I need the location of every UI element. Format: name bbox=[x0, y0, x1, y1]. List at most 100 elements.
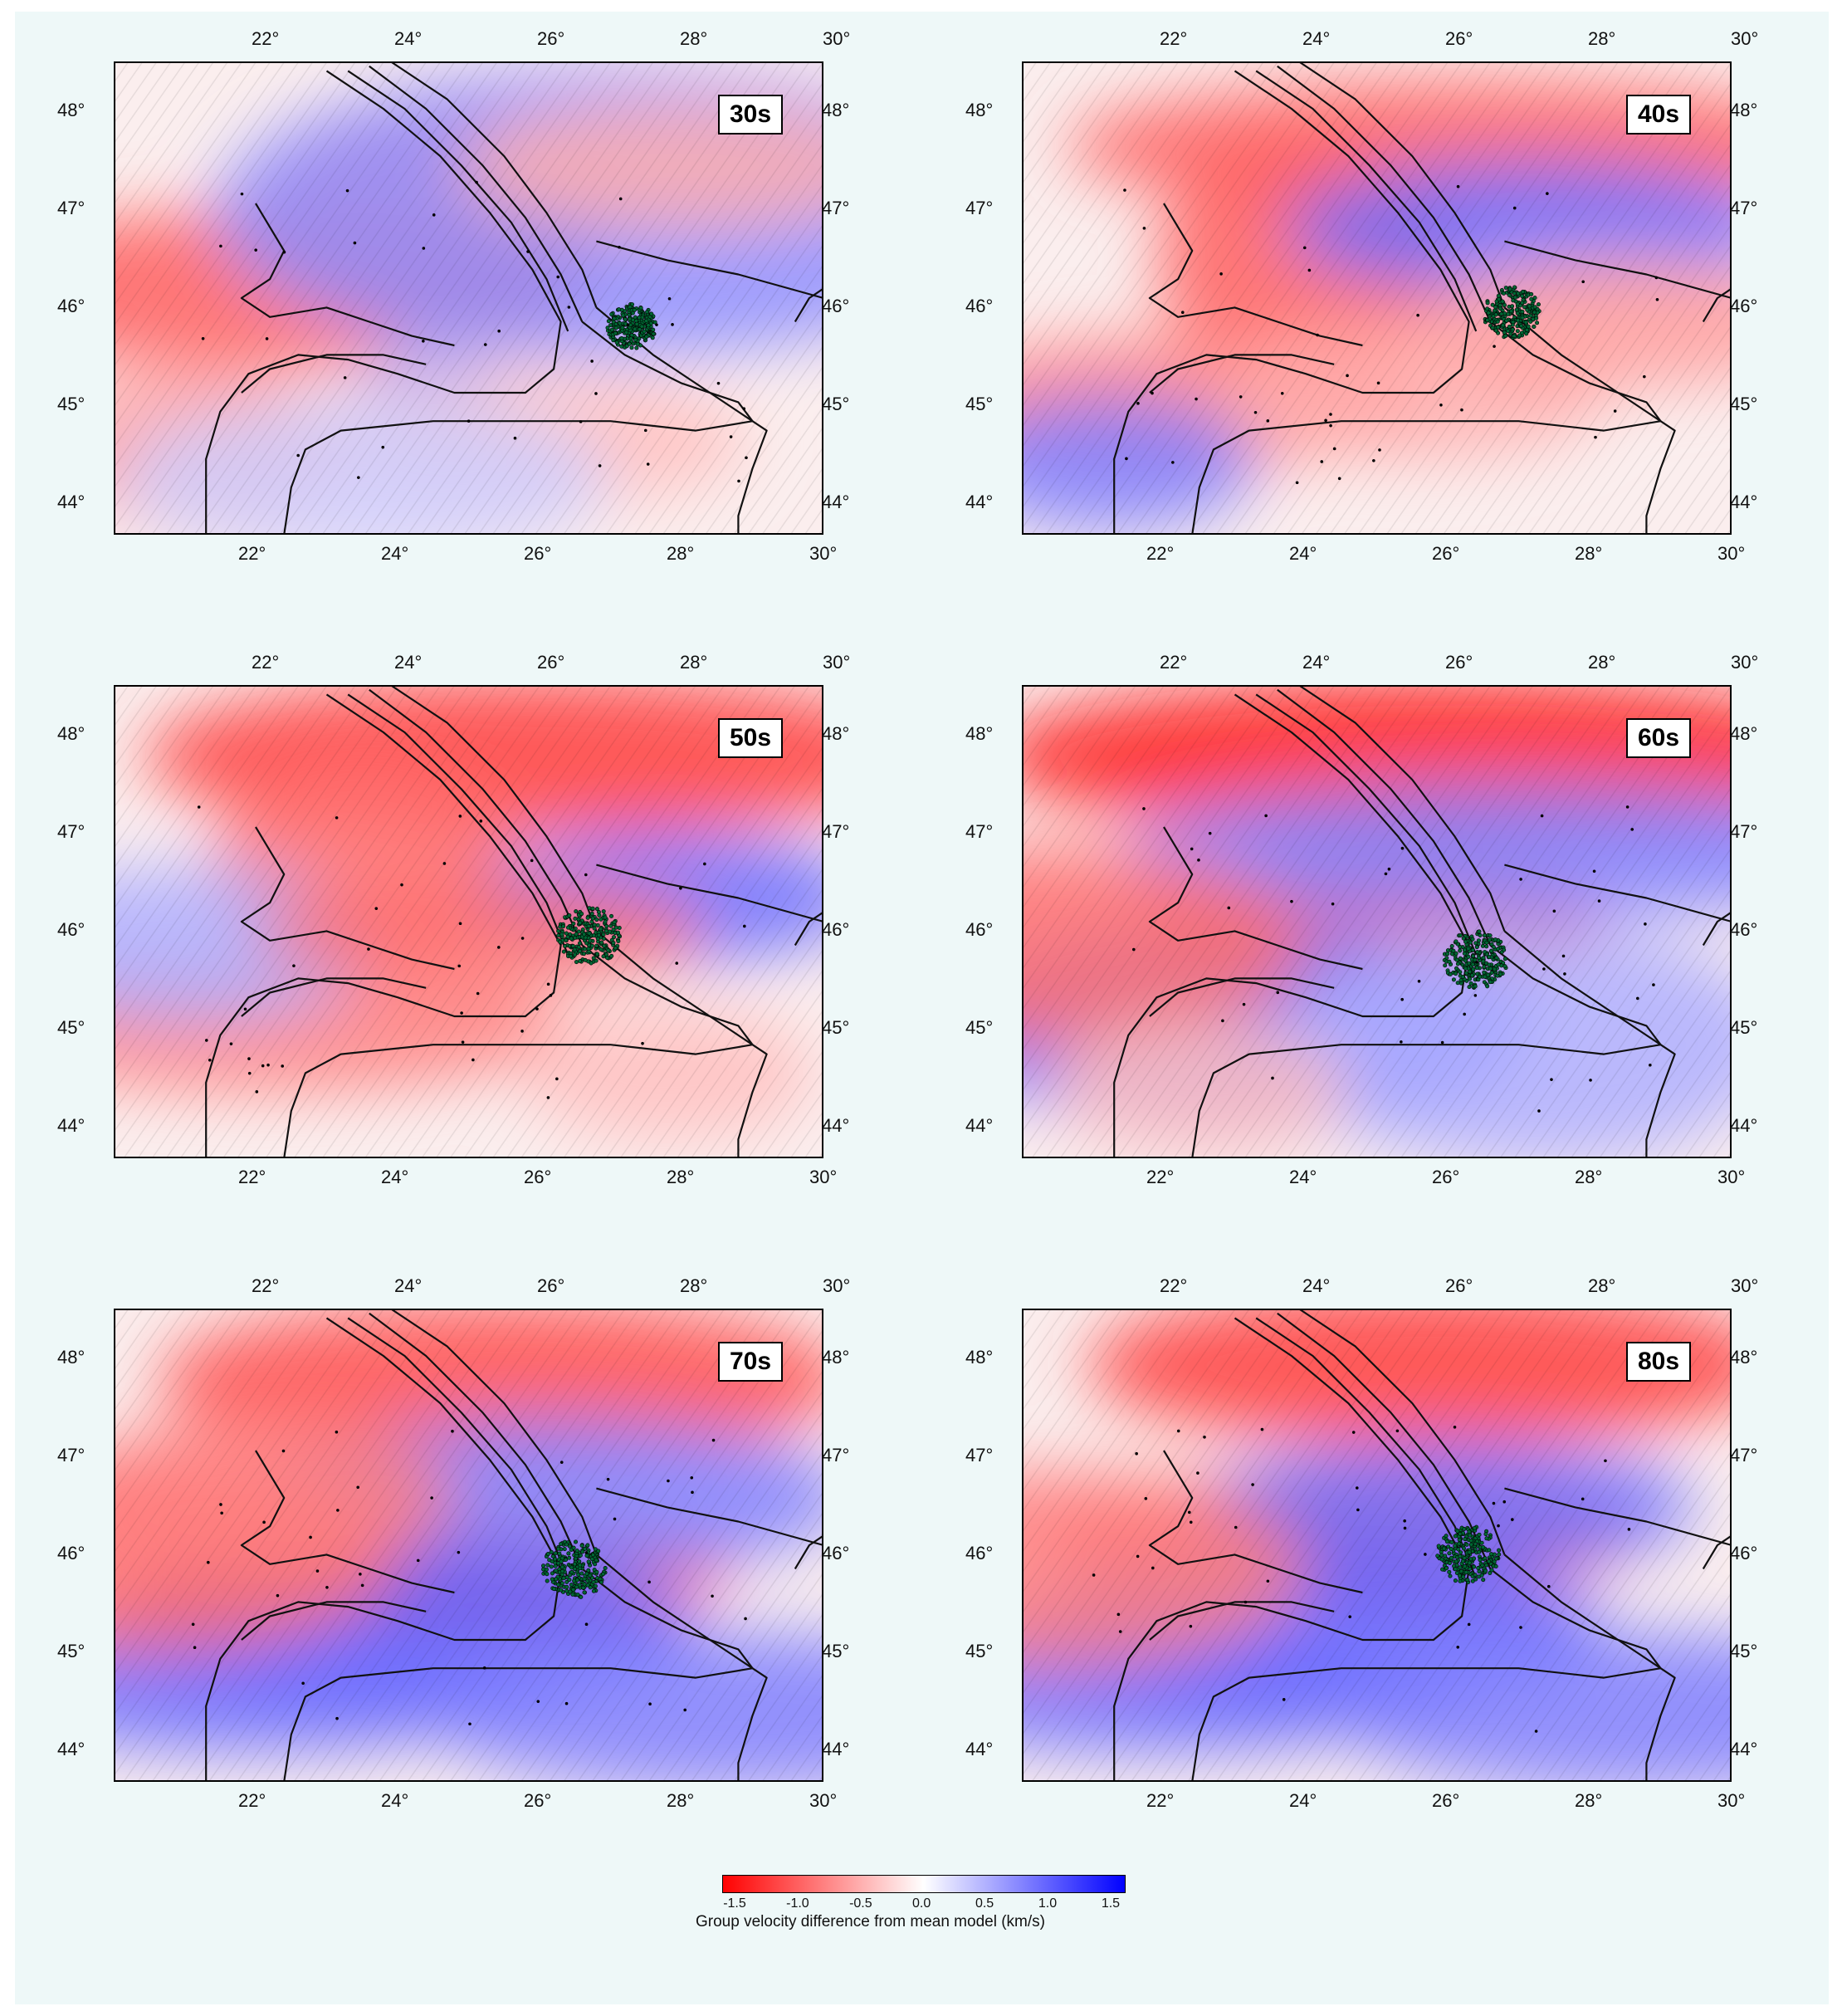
boundary-line-1 bbox=[1113, 70, 1470, 535]
lat-tick-left: 44° bbox=[965, 1739, 994, 1759]
lon-tick-bottom: 28° bbox=[1575, 1167, 1603, 1187]
seismicity-cluster bbox=[201, 180, 748, 483]
lon-tick-bottom: 24° bbox=[381, 1167, 409, 1187]
lon-tick-bottom: 28° bbox=[667, 543, 695, 564]
lon-tick-top: 26° bbox=[537, 1275, 565, 1296]
lon-tick-top: 28° bbox=[1588, 652, 1616, 673]
lat-tick-right: 47° bbox=[1730, 1445, 1758, 1466]
period-label: 80s bbox=[1626, 1342, 1692, 1382]
boundary-line-8 bbox=[240, 1450, 455, 1594]
colorbar-tick: 0.5 bbox=[975, 1896, 994, 1911]
lat-tick-left: 45° bbox=[57, 1641, 86, 1661]
lon-tick-bottom: 28° bbox=[1575, 543, 1603, 564]
lon-tick-top: 30° bbox=[823, 652, 851, 673]
lat-tick-left: 44° bbox=[57, 1115, 86, 1136]
lon-tick-bottom: 22° bbox=[1146, 1790, 1175, 1811]
lon-tick-bottom: 22° bbox=[238, 543, 266, 564]
boundary-line-2 bbox=[1255, 70, 1478, 332]
boundary-line-10 bbox=[794, 911, 823, 947]
boundary-line-4 bbox=[1297, 685, 1506, 932]
lon-tick-top: 30° bbox=[1731, 652, 1759, 673]
lat-tick-right: 44° bbox=[822, 492, 850, 512]
boundary-line-7 bbox=[1503, 306, 1676, 535]
boundary-line-1 bbox=[1113, 1317, 1470, 1782]
lat-tick-right: 47° bbox=[822, 198, 850, 218]
map-panel-1 bbox=[114, 61, 823, 535]
lon-tick-top: 24° bbox=[394, 1275, 423, 1296]
map-frame bbox=[114, 685, 823, 1158]
lon-tick-top: 28° bbox=[680, 1275, 708, 1296]
lon-tick-top: 24° bbox=[1302, 652, 1331, 673]
lat-tick-left: 45° bbox=[965, 1641, 994, 1661]
lat-tick-right: 44° bbox=[1730, 1115, 1758, 1136]
boundary-line-3 bbox=[1277, 65, 1492, 322]
boundary-line-7 bbox=[595, 1554, 768, 1782]
lat-tick-left: 46° bbox=[965, 296, 994, 316]
map-frame bbox=[1022, 685, 1732, 1158]
colorbar-tick: 1.0 bbox=[1038, 1896, 1058, 1911]
boundary-line-6 bbox=[1504, 1487, 1732, 1547]
lon-tick-bottom: 22° bbox=[1146, 543, 1175, 564]
lon-tick-top: 22° bbox=[1160, 1275, 1188, 1296]
lon-tick-top: 30° bbox=[1731, 28, 1759, 49]
boundary-line-5 bbox=[283, 321, 754, 535]
lat-tick-right: 47° bbox=[1730, 821, 1758, 842]
boundary-line-1 bbox=[205, 1317, 562, 1782]
lat-tick-left: 46° bbox=[965, 919, 994, 940]
boundary-line-6 bbox=[596, 1487, 823, 1547]
colorbar-tick: -0.5 bbox=[849, 1896, 872, 1911]
boundary-line-4 bbox=[1297, 1309, 1506, 1555]
boundary-line-10 bbox=[1702, 287, 1732, 323]
lon-tick-bottom: 30° bbox=[809, 1790, 838, 1811]
lon-tick-top: 24° bbox=[1302, 1275, 1331, 1296]
seismicity-cluster bbox=[1123, 184, 1659, 485]
lon-tick-bottom: 22° bbox=[238, 1790, 266, 1811]
boundary-line-8 bbox=[1148, 826, 1363, 971]
lon-tick-top: 26° bbox=[1445, 1275, 1473, 1296]
lat-tick-left: 47° bbox=[965, 1445, 994, 1466]
boundary-line-9 bbox=[241, 1601, 427, 1641]
boundary-line-2 bbox=[347, 70, 569, 332]
lon-tick-top: 26° bbox=[1445, 652, 1473, 673]
boundary-line-5 bbox=[1191, 1568, 1662, 1782]
lat-tick-left: 47° bbox=[57, 198, 86, 218]
lat-tick-right: 46° bbox=[1730, 1543, 1758, 1563]
lon-tick-bottom: 28° bbox=[667, 1790, 695, 1811]
map-frame bbox=[1022, 1309, 1732, 1782]
lon-tick-top: 30° bbox=[823, 1275, 851, 1296]
lon-tick-bottom: 26° bbox=[524, 1167, 552, 1187]
boundary-line-8 bbox=[1148, 1450, 1363, 1594]
boundary-line-7 bbox=[595, 930, 768, 1158]
boundary-line-6 bbox=[1504, 240, 1732, 300]
boundary-line-7 bbox=[595, 306, 768, 535]
lon-tick-bottom: 30° bbox=[1717, 543, 1746, 564]
lat-tick-left: 48° bbox=[57, 1347, 86, 1368]
map-panel-4 bbox=[1022, 685, 1732, 1158]
lat-tick-right: 44° bbox=[1730, 1739, 1758, 1759]
boundary-line-3 bbox=[369, 688, 584, 946]
lon-tick-bottom: 26° bbox=[524, 1790, 552, 1811]
lat-tick-left: 46° bbox=[57, 919, 86, 940]
lat-tick-right: 46° bbox=[822, 296, 850, 316]
boundary-line-1 bbox=[205, 693, 562, 1158]
period-label: 30s bbox=[718, 95, 784, 135]
boundary-line-4 bbox=[1297, 61, 1506, 308]
colorbar-title: Group velocity difference from mean mode… bbox=[696, 1913, 1045, 1930]
lat-tick-right: 44° bbox=[822, 1739, 850, 1759]
lat-tick-right: 45° bbox=[822, 394, 850, 414]
lat-tick-right: 45° bbox=[1730, 394, 1758, 414]
lat-tick-right: 45° bbox=[1730, 1641, 1758, 1661]
lat-tick-right: 45° bbox=[822, 1641, 850, 1661]
lat-tick-right: 48° bbox=[822, 723, 850, 744]
lon-tick-bottom: 24° bbox=[381, 1790, 409, 1811]
lon-tick-top: 22° bbox=[1160, 652, 1188, 673]
lat-tick-right: 46° bbox=[1730, 919, 1758, 940]
lon-tick-bottom: 26° bbox=[1432, 1167, 1460, 1187]
boundary-line-5 bbox=[283, 1568, 754, 1782]
map-panel-2 bbox=[1022, 61, 1732, 535]
boundary-line-9 bbox=[1149, 977, 1335, 1017]
boundary-line-5 bbox=[1191, 944, 1662, 1158]
boundary-line-3 bbox=[369, 1312, 584, 1569]
map-panel-3 bbox=[114, 685, 823, 1158]
lon-tick-bottom: 30° bbox=[809, 543, 838, 564]
